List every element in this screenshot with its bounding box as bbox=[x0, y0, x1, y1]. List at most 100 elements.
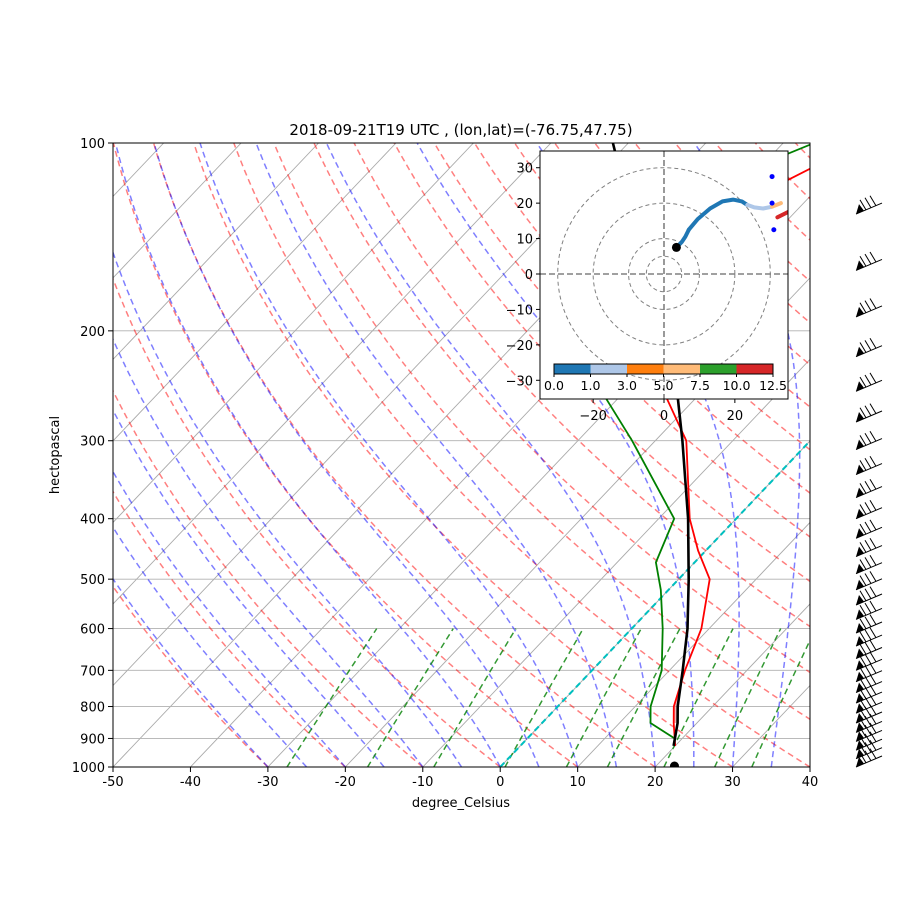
wind-barb-staff bbox=[855, 755, 883, 768]
wind-barb-feather bbox=[869, 586, 877, 597]
wind-barb bbox=[855, 455, 883, 476]
wind-barb-feather bbox=[869, 600, 877, 612]
wind-barb-staff bbox=[855, 747, 883, 760]
hodograph-crosshair bbox=[540, 151, 788, 399]
hodograph-y-tick-label: −10 bbox=[506, 303, 533, 318]
wind-barb-staff bbox=[855, 670, 883, 683]
wind-barb-feather bbox=[869, 740, 877, 751]
wind-barb-feather bbox=[859, 523, 867, 535]
wind-barb-feather bbox=[864, 724, 872, 736]
wind-barb-staff bbox=[855, 463, 883, 476]
dry-adiabat bbox=[113, 143, 579, 767]
isotherm-line bbox=[345, 277, 810, 767]
hodograph-colorbar-ticks: 0.0 1.0 3.0 5.0 7.5 10.0 12.5 bbox=[544, 374, 787, 393]
wind-barb-feather bbox=[864, 750, 872, 761]
wind-barb-feather bbox=[864, 374, 872, 386]
hodograph-segment bbox=[745, 202, 775, 211]
surface-point bbox=[669, 761, 679, 767]
y-tick-label: 400 bbox=[80, 513, 105, 528]
wind-barb bbox=[855, 403, 883, 423]
wind-barb-feather bbox=[869, 722, 877, 734]
wind-barb-flag bbox=[856, 660, 864, 671]
y-tick-label: 500 bbox=[80, 573, 105, 588]
wind-barb-feather bbox=[864, 733, 872, 745]
hodograph-x-ticks: −20 0 20 bbox=[579, 399, 743, 424]
wind-barb-feather bbox=[864, 641, 872, 653]
wind-barb-feather bbox=[869, 713, 877, 725]
wind-barb-feather bbox=[864, 458, 872, 469]
colorbar-segment bbox=[627, 364, 664, 374]
wind-barb-staff bbox=[855, 729, 883, 742]
wind-barb-staff bbox=[855, 526, 883, 539]
wind-barb-feather bbox=[864, 616, 872, 627]
x-tick-label: -20 bbox=[335, 775, 356, 790]
wind-barb-flag bbox=[856, 528, 864, 539]
isotherm-line bbox=[0, 143, 86, 767]
wind-barb-feather bbox=[864, 340, 872, 351]
wind-barb bbox=[855, 740, 883, 760]
x-tick-label: 30 bbox=[724, 775, 741, 790]
wind-barb-feather bbox=[869, 651, 877, 663]
mixing-ratio-lines bbox=[286, 628, 810, 767]
surface-marker bbox=[669, 761, 679, 767]
wind-barb bbox=[855, 195, 883, 215]
wind-barb-flag bbox=[856, 731, 864, 742]
isotherm-line bbox=[113, 143, 629, 687]
wind-barb-feather bbox=[864, 521, 872, 533]
moist-adiabat bbox=[153, 143, 540, 767]
wind-barb-flag bbox=[856, 381, 864, 392]
wind-barb-feather bbox=[859, 407, 867, 419]
wind-barb bbox=[855, 586, 883, 606]
wind-barb-feather bbox=[869, 430, 877, 442]
wind-barb-feather bbox=[864, 405, 872, 416]
wind-barb-flag bbox=[856, 487, 864, 498]
hodograph-y-tick-label: −30 bbox=[506, 374, 533, 389]
wind-barb-staff bbox=[855, 593, 883, 606]
wind-barb-staff bbox=[855, 607, 883, 620]
wind-barb-staff bbox=[855, 578, 883, 591]
mixing-ratio-line bbox=[433, 628, 517, 767]
wind-barb-flag bbox=[856, 595, 864, 605]
colorbar-tick-label: 12.5 bbox=[759, 378, 787, 393]
wind-barb-flag bbox=[856, 693, 864, 704]
wind-barb-feather bbox=[869, 571, 877, 582]
y-tick-label: 600 bbox=[80, 623, 105, 638]
moist-adiabat bbox=[114, 143, 501, 767]
dry-adiabat bbox=[876, 143, 900, 767]
wind-barb-feather bbox=[859, 483, 867, 494]
wind-barb-flag bbox=[856, 508, 864, 519]
hodograph-y-tick-label: −20 bbox=[506, 339, 533, 354]
wind-barb bbox=[855, 537, 883, 558]
hodograph-storm-marker bbox=[769, 200, 775, 206]
wind-barb-flag bbox=[856, 306, 864, 317]
wind-barb-flag bbox=[856, 204, 864, 215]
wind-barb-staff bbox=[855, 711, 883, 724]
colorbar-tick-label: 3.0 bbox=[617, 378, 637, 393]
wind-barb-feather bbox=[859, 644, 867, 655]
wind-barb-feather bbox=[864, 300, 872, 311]
wind-barb-feather bbox=[869, 195, 877, 206]
wind-barb-feather bbox=[864, 715, 872, 727]
wind-barb-flag bbox=[856, 464, 864, 475]
wind-barb-staff bbox=[855, 305, 883, 318]
wind-barb-staff bbox=[855, 691, 883, 704]
hodograph-colorbar bbox=[553, 363, 774, 375]
wind-barb-flag bbox=[856, 260, 864, 271]
mixing-ratio-line bbox=[751, 638, 810, 767]
wind-barb bbox=[855, 478, 883, 499]
hodograph-y-tick-label: 30 bbox=[516, 162, 533, 177]
wind-barb-feather bbox=[864, 481, 872, 492]
wind-barb-flag bbox=[856, 748, 864, 759]
hodograph-segment bbox=[775, 210, 788, 220]
wind-barb-feather bbox=[869, 537, 877, 549]
wind-barb bbox=[855, 298, 883, 318]
wind-barb-staff bbox=[855, 202, 883, 215]
wind-barb bbox=[855, 338, 883, 358]
moist-adiabat bbox=[113, 337, 424, 767]
wind-barb-feather bbox=[864, 665, 872, 676]
x-tick-label: -40 bbox=[180, 775, 201, 790]
y-axis-label: hectopascal bbox=[48, 416, 63, 494]
wind-barb-staff bbox=[855, 410, 883, 423]
wind-barb bbox=[855, 555, 883, 575]
